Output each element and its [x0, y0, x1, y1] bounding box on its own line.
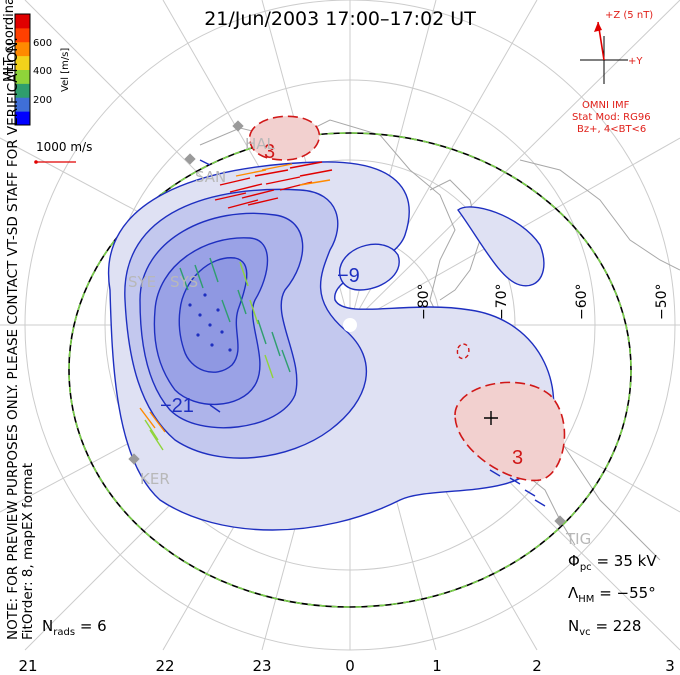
neg-contour-east	[457, 206, 545, 287]
stat-phi-value: = 35 kV	[596, 552, 657, 570]
radar-label-hal: HAL	[245, 135, 275, 153]
lat-label-70: −70°	[494, 283, 510, 320]
colorbar-swatch	[15, 14, 30, 29]
vector-dots	[188, 293, 232, 352]
colorbar-swatch	[15, 27, 30, 43]
colorbar-tick-600: 600	[33, 38, 53, 49]
radar-label-sye: SYE	[128, 273, 157, 291]
velocity-vectors	[139, 159, 546, 507]
stat-lambda-value: = −55°	[599, 584, 656, 602]
mlt-tick-1: 1	[432, 657, 442, 675]
vector-cluster-dayside-2	[235, 163, 331, 186]
colorbar-swatch	[15, 111, 30, 126]
stat-phi-sub: pc	[579, 562, 592, 573]
positive-center-marker	[484, 411, 498, 425]
lat-label-80: −80°	[416, 283, 432, 320]
mlt-meridian-3	[349, 0, 680, 326]
mlt-tick-2: 2	[532, 657, 542, 675]
stat-cross-polar-potential: Φpc = 35 kV	[568, 552, 657, 573]
stat-lambda-sub: HM	[578, 594, 595, 605]
imf-y-label: +Y	[628, 56, 643, 67]
contour-label-neg9: −9	[337, 265, 360, 287]
vector-cluster-ker	[139, 407, 166, 433]
coastline-ne	[519, 159, 680, 271]
vector-cluster-west	[179, 257, 291, 373]
contour-label-neg21: −21	[160, 395, 194, 417]
mlt-tick-22: 22	[155, 657, 175, 675]
pos-contour-right	[454, 381, 566, 482]
neg-contour-5	[178, 257, 248, 373]
velocity-colorbar	[14, 13, 31, 126]
radar-site-san	[184, 153, 196, 165]
coordinates-label: MLT coordinates	[2, 0, 17, 82]
vector-cluster-west-2	[144, 261, 274, 451]
map-title: 21/Jun/2003 17:00–17:02 UT	[204, 8, 476, 30]
pos-contour-top	[249, 115, 321, 161]
vector-scale-dot	[34, 160, 38, 164]
stat-nvc-value: = 228	[595, 617, 642, 635]
lat-label-60: −60°	[574, 283, 590, 320]
contour-label-pos3-right: 3	[512, 447, 523, 469]
mlt-tick-23: 23	[252, 657, 272, 675]
colorbar-swatch	[15, 97, 30, 112]
colorbar-swatch	[15, 69, 30, 84]
imf-source: OMNI IMF	[582, 100, 630, 111]
pole-marker	[343, 318, 357, 332]
imf-model-line2: Bz+, 4<BT<6	[577, 124, 647, 135]
radar-label-san: SAN	[195, 168, 227, 186]
imf-z-label: +Z (5 nT)	[605, 10, 654, 21]
mlt-tick-21: 21	[18, 657, 38, 675]
lat-label-50: −50°	[654, 283, 670, 320]
radar-site-tig	[554, 515, 566, 527]
pos-contour-small	[456, 343, 470, 360]
stat-vector-count: Nvc = 228	[568, 617, 641, 638]
colorbar-swatch	[15, 83, 30, 98]
radar-label-sys: SYS	[170, 273, 199, 291]
mlt-tick-0: 0	[345, 657, 355, 675]
preview-note-line-1: NOTE: FOR PREVIEW PURPOSES ONLY. PLEASE …	[5, 37, 21, 640]
vector-cluster-dayside	[214, 161, 333, 209]
stat-nvc-symbol: N	[568, 617, 580, 635]
radar-site-ker	[128, 453, 140, 465]
imf-model-line1: Stat Mod: RG96	[572, 112, 651, 123]
stat-nrads-sub: rads	[53, 627, 76, 638]
vector-scale-label: 1000 m/s	[36, 140, 93, 154]
contour-label-pos3-top: 3	[264, 141, 275, 163]
imf-dial	[580, 21, 628, 84]
stat-hm-latitude: ΛHM = −55°	[568, 584, 656, 605]
colorbar-swatch	[15, 41, 30, 57]
imf-vector-arrowhead	[594, 22, 602, 32]
stat-lambda-symbol: Λ	[568, 584, 579, 602]
colorbar-swatch	[15, 55, 30, 70]
radar-label-tig: TIG	[566, 530, 592, 548]
mlt-tick-3: 3	[665, 657, 675, 675]
colorbar-tick-400: 400	[33, 66, 53, 77]
colorbar-label: Vel [m/s]	[60, 47, 71, 92]
radar-label-ker: KER	[140, 470, 170, 488]
radar-site-hal	[232, 120, 244, 132]
vector-cluster-east	[199, 159, 546, 507]
stat-nvc-sub: vc	[579, 627, 591, 638]
stat-phi-symbol: Φ	[568, 552, 580, 570]
preview-note-line-2: FitOrder: 8, mapEX format	[20, 462, 36, 640]
stat-nrads-value: = 6	[79, 617, 107, 635]
colorbar-frame	[14, 13, 31, 126]
preview-note: NOTE: FOR PREVIEW PURPOSES ONLY. PLEASE …	[5, 37, 36, 640]
stat-radar-count: Nrads = 6	[42, 617, 107, 638]
hm-boundary-dash	[68, 132, 632, 608]
neg-contour-island	[338, 243, 400, 291]
colorbar-tick-200: 200	[33, 95, 53, 106]
stat-nrads-symbol: N	[42, 617, 54, 635]
